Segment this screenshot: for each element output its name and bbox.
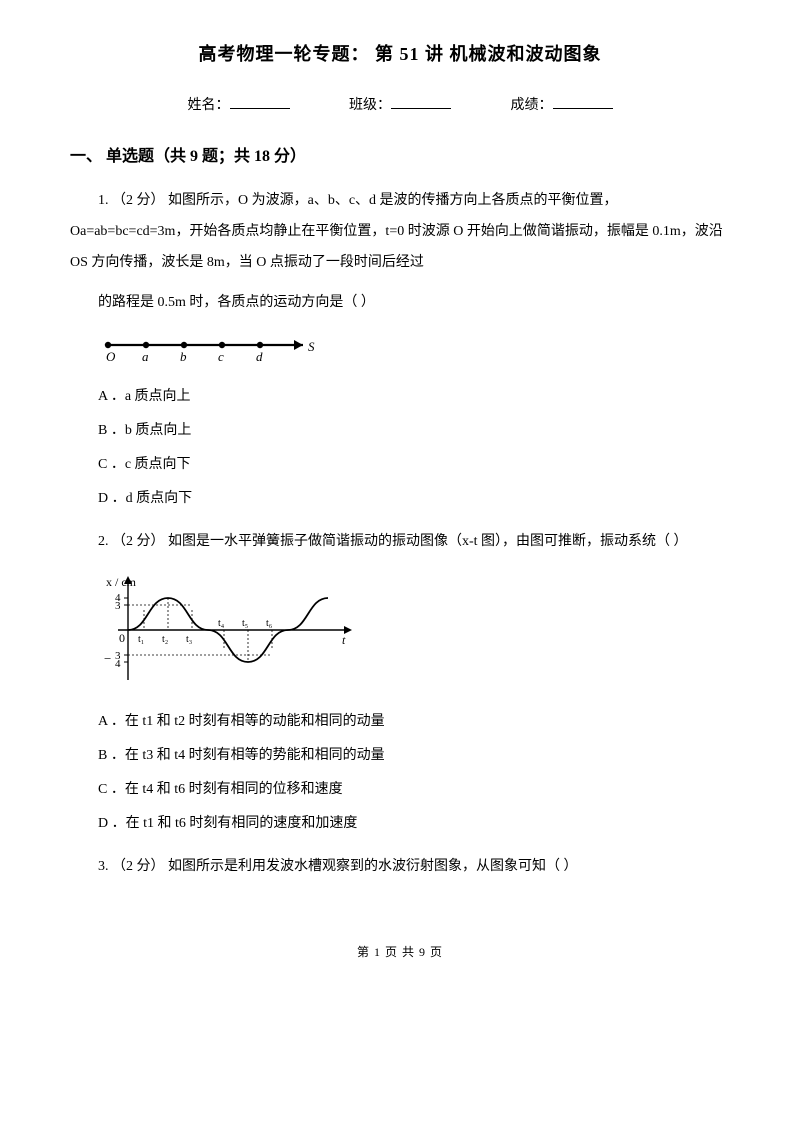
svg-text:t: t: [342, 633, 346, 647]
svg-text:t₄: t₄: [218, 618, 225, 629]
q2-option-c[interactable]: C ．在 t4 和 t6 时刻有相同的位移和速度: [70, 776, 730, 804]
svg-text:0: 0: [119, 631, 125, 645]
svg-text:c: c: [218, 349, 224, 364]
name-field: 姓名：: [188, 94, 290, 114]
class-label: 班级：: [349, 98, 391, 113]
page-footer: 第 1 页 共 9 页: [70, 943, 730, 960]
q3-stem: 3. （2 分） 如图所示是利用发波水槽观察到的水波衍射图象，从图象可知（ ）: [70, 852, 730, 883]
svg-text:d: d: [256, 349, 263, 364]
q2-option-b[interactable]: B ．在 t3 和 t4 时刻有相等的势能和相同的动量: [70, 742, 730, 770]
q1-option-b[interactable]: B ．b 质点向上: [70, 417, 730, 445]
score-label: 成绩：: [511, 98, 553, 113]
score-blank[interactable]: [553, 94, 613, 109]
svg-text:t₅: t₅: [242, 618, 248, 629]
q1-diagram: O a b c d S: [98, 331, 730, 365]
q1-stem-2: 的路程是 0.5m 时，各质点的运动方向是（ ）: [70, 288, 730, 319]
name-label: 姓名：: [188, 98, 230, 113]
svg-text:t₂: t₂: [162, 634, 168, 645]
name-blank[interactable]: [230, 94, 290, 109]
svg-text:a: a: [142, 349, 149, 364]
svg-text:t₆: t₆: [266, 618, 273, 629]
q2-stem: 2. （2 分） 如图是一水平弹簧振子做简谐振动的振动图像（x-t 图），由图可…: [70, 527, 730, 558]
class-blank[interactable]: [391, 94, 451, 109]
score-field: 成绩：: [511, 94, 613, 114]
svg-text:−: −: [104, 651, 111, 666]
page-title: 高考物理一轮专题： 第 51 讲 机械波和波动图象: [70, 40, 730, 66]
q2-diagram: x / cm 3 4 3 4 − 0 t t₁ t₂ t₃ t₄ t₅: [98, 570, 730, 690]
q1-option-d[interactable]: D ．d 质点向下: [70, 485, 730, 513]
form-row: 姓名： 班级： 成绩：: [70, 94, 730, 114]
svg-text:b: b: [180, 349, 187, 364]
svg-text:4: 4: [115, 658, 121, 670]
svg-text:t₃: t₃: [186, 634, 192, 645]
svg-text:4: 4: [115, 592, 121, 604]
q1-stem-1: 1. （2 分） 如图所示，O 为波源，a、b、c、d 是波的传播方向上各质点的…: [70, 186, 730, 278]
svg-text:x / cm: x / cm: [106, 575, 137, 589]
section-heading: 一、 单选题（共 9 题；共 18 分）: [70, 142, 730, 166]
svg-text:t₁: t₁: [138, 634, 144, 645]
class-field: 班级：: [349, 94, 451, 114]
q1-option-a[interactable]: A ．a 质点向上: [70, 383, 730, 411]
q2-option-d[interactable]: D ．在 t1 和 t6 时刻有相同的速度和加速度: [70, 810, 730, 838]
svg-text:S: S: [308, 339, 315, 354]
q2-option-a[interactable]: A ．在 t1 和 t2 时刻有相等的动能和相同的动量: [70, 708, 730, 736]
svg-text:O: O: [106, 349, 116, 364]
q1-option-c[interactable]: C ．c 质点向下: [70, 451, 730, 479]
